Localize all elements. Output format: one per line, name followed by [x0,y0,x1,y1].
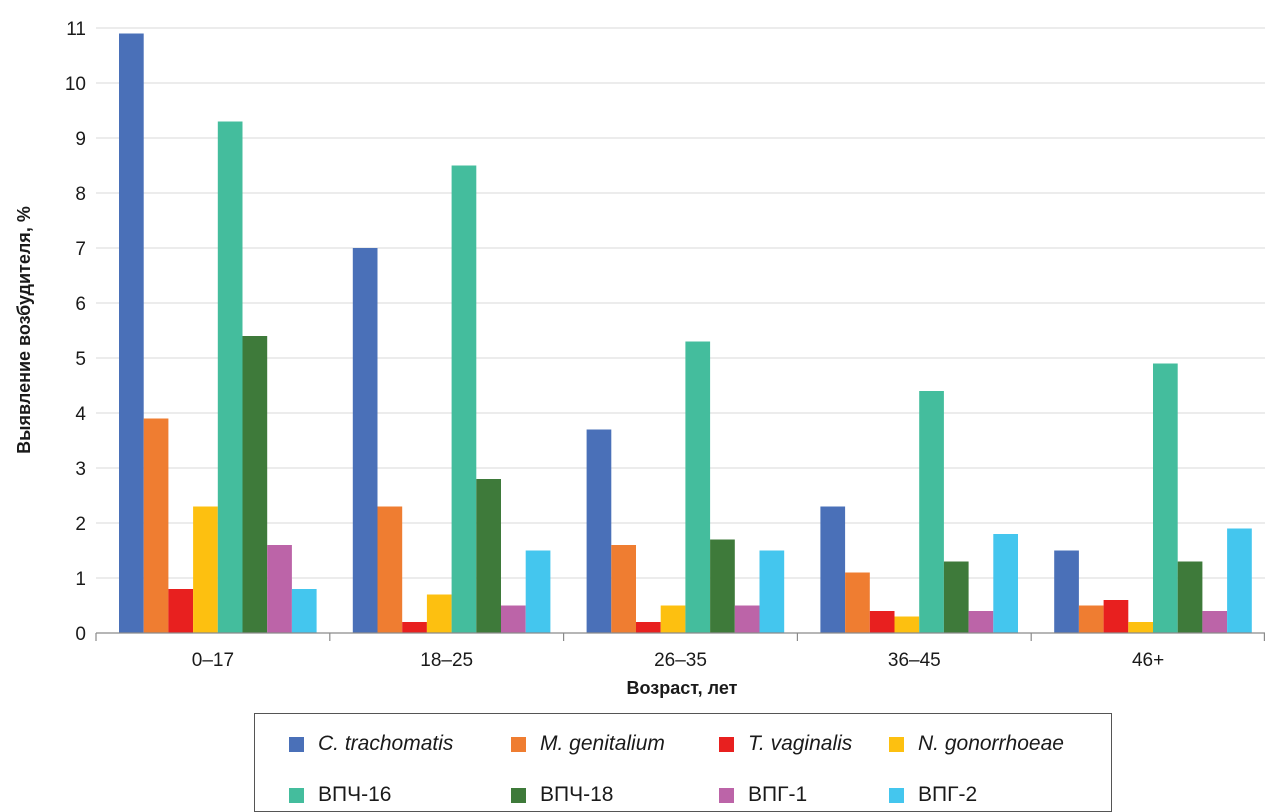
bars [119,33,1252,633]
bar-4-7 [1227,528,1252,633]
bar-2-5 [710,539,735,633]
bar-0-3 [193,506,218,633]
bar-1-0 [352,248,378,633]
y-tick-label: 10 [65,74,86,95]
legend-label: M. genitalium [540,732,665,755]
x-axis-title: Возраст, лет [627,678,738,698]
bar-1-6 [501,605,526,633]
y-tick-label: 5 [75,349,86,370]
bar-3-2 [869,611,895,633]
bar-4-4 [1153,363,1178,633]
legend: C. trachomatis M. genitalium T. vaginalis N… [254,713,1112,812]
bar-0-4 [217,121,243,633]
bar-2-7 [759,550,785,633]
legend-label: N. gonorrhoeae [918,732,1064,755]
bar-3-7 [993,534,1018,633]
bar-0-6 [267,545,292,633]
y-tick-label: 7 [75,239,86,260]
legend-label: C. trachomatis [318,732,454,755]
y-tick-label: 11 [66,19,86,40]
x-tick-label: 18–25 [420,650,473,671]
bar-4-2 [1103,600,1129,633]
bar-2-3 [660,605,686,633]
y-tick-label: 6 [75,294,86,315]
bar-4-1 [1078,605,1104,633]
legend-item: ВПГ-1 [719,783,807,807]
bar-1-7 [525,550,551,633]
legend-item: ВПГ-2 [889,783,977,807]
legend-item: C. trachomatis [289,732,453,756]
bar-4-5 [1177,561,1203,633]
bar-1-4 [451,165,477,633]
x-tick-label: 0–17 [192,650,234,671]
x-axis-ticks: 0–17 18–25 26–35 36–45 46+ [95,633,1265,671]
bar-3-6 [968,611,994,633]
y-tick-label: 3 [75,459,86,480]
bar-2-0 [586,429,612,633]
gridlines [96,27,1265,579]
y-tick-label: 2 [75,514,86,535]
bar-4-3 [1128,622,1153,633]
y-axis-title: Выявление возбудителя, % [14,206,34,454]
bar-4-6 [1202,611,1228,633]
legend-item: M. genitalium [511,732,665,756]
bar-0-7 [291,589,317,633]
bar-0-2 [168,589,194,633]
legend-swatch [289,736,304,752]
bar-3-0 [820,506,846,633]
bar-3-1 [845,572,870,633]
bar-1-2 [402,622,427,633]
legend-item: N. gonorrhoeae [889,732,1064,756]
legend-swatch [719,736,734,752]
bar-1-1 [377,506,403,633]
bar-3-4 [919,391,944,633]
y-axis-ticks: 0 1 2 3 4 5 6 7 8 9 10 11 [65,19,87,645]
legend-item: ВПЧ-18 [511,783,613,807]
legend-label: T. vaginalis [748,732,853,755]
legend-item: T. vaginalis [719,732,852,756]
y-tick-label: 0 [75,624,86,645]
bar-0-5 [242,336,268,633]
bar-2-4 [685,341,711,633]
bar-0-1 [143,418,169,633]
bar-3-5 [943,561,969,633]
legend-label: ВПЧ-16 [318,783,392,806]
bar-3-3 [894,616,920,633]
y-tick-label: 9 [75,129,86,150]
bar-2-1 [611,545,636,633]
legend-item: ВПЧ-16 [289,783,391,807]
legend-swatch [719,787,734,803]
legend-swatch [511,736,526,752]
legend-swatch [889,736,904,752]
x-tick-label: 36–45 [888,650,941,671]
legend-label: ВПГ-2 [918,783,978,806]
x-tick-label: 26–35 [654,650,707,671]
y-tick-label: 8 [75,184,86,205]
bar-1-3 [426,594,452,633]
bar-2-6 [734,605,760,633]
bar-2-2 [636,622,661,633]
y-tick-label: 4 [75,404,86,425]
y-tick-label: 1 [75,569,86,590]
legend-label: ВПЧ-18 [540,783,614,806]
bar-0-0 [119,33,144,633]
bar-1-5 [476,479,501,633]
legend-swatch [289,787,304,803]
legend-swatch [511,787,526,803]
legend-label: ВПГ-1 [748,783,808,806]
bar-4-0 [1054,550,1079,633]
legend-swatch [889,787,904,803]
x-tick-label: 46+ [1132,650,1164,671]
